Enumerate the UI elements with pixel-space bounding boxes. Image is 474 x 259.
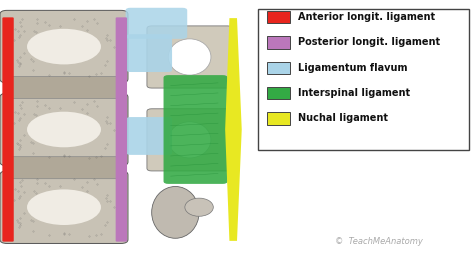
FancyBboxPatch shape	[9, 157, 119, 179]
Bar	[267, 36, 290, 49]
Bar	[267, 11, 290, 23]
Text: Anterior longit. ligament: Anterior longit. ligament	[298, 12, 435, 22]
FancyBboxPatch shape	[126, 8, 187, 39]
FancyBboxPatch shape	[147, 109, 232, 171]
Text: ©  TeachMeAnatomy: © TeachMeAnatomy	[335, 237, 423, 246]
Ellipse shape	[168, 122, 211, 158]
Ellipse shape	[152, 31, 199, 83]
Ellipse shape	[27, 189, 101, 225]
Text: Interspinal ligament: Interspinal ligament	[298, 88, 410, 98]
Ellipse shape	[152, 186, 199, 238]
FancyBboxPatch shape	[9, 76, 119, 98]
Polygon shape	[225, 18, 242, 241]
Ellipse shape	[27, 29, 101, 64]
FancyBboxPatch shape	[127, 117, 172, 155]
Bar	[267, 62, 290, 74]
Ellipse shape	[185, 126, 213, 144]
Ellipse shape	[152, 114, 199, 166]
Bar	[267, 87, 290, 99]
Text: Nuchal ligament: Nuchal ligament	[298, 113, 388, 123]
Ellipse shape	[27, 112, 101, 147]
Bar	[267, 112, 290, 125]
FancyBboxPatch shape	[116, 17, 127, 242]
Ellipse shape	[168, 39, 211, 75]
FancyBboxPatch shape	[127, 34, 172, 72]
FancyBboxPatch shape	[164, 75, 228, 184]
Text: Posterior longit. ligament: Posterior longit. ligament	[298, 37, 440, 47]
Bar	[0, 0, 256, 259]
FancyBboxPatch shape	[2, 17, 14, 242]
FancyBboxPatch shape	[0, 171, 128, 243]
Bar	[258, 9, 469, 150]
FancyBboxPatch shape	[0, 10, 128, 83]
Ellipse shape	[185, 43, 213, 61]
Ellipse shape	[185, 198, 213, 216]
Text: Ligamentum flavum: Ligamentum flavum	[298, 63, 408, 73]
FancyBboxPatch shape	[0, 93, 128, 166]
FancyBboxPatch shape	[147, 26, 232, 88]
